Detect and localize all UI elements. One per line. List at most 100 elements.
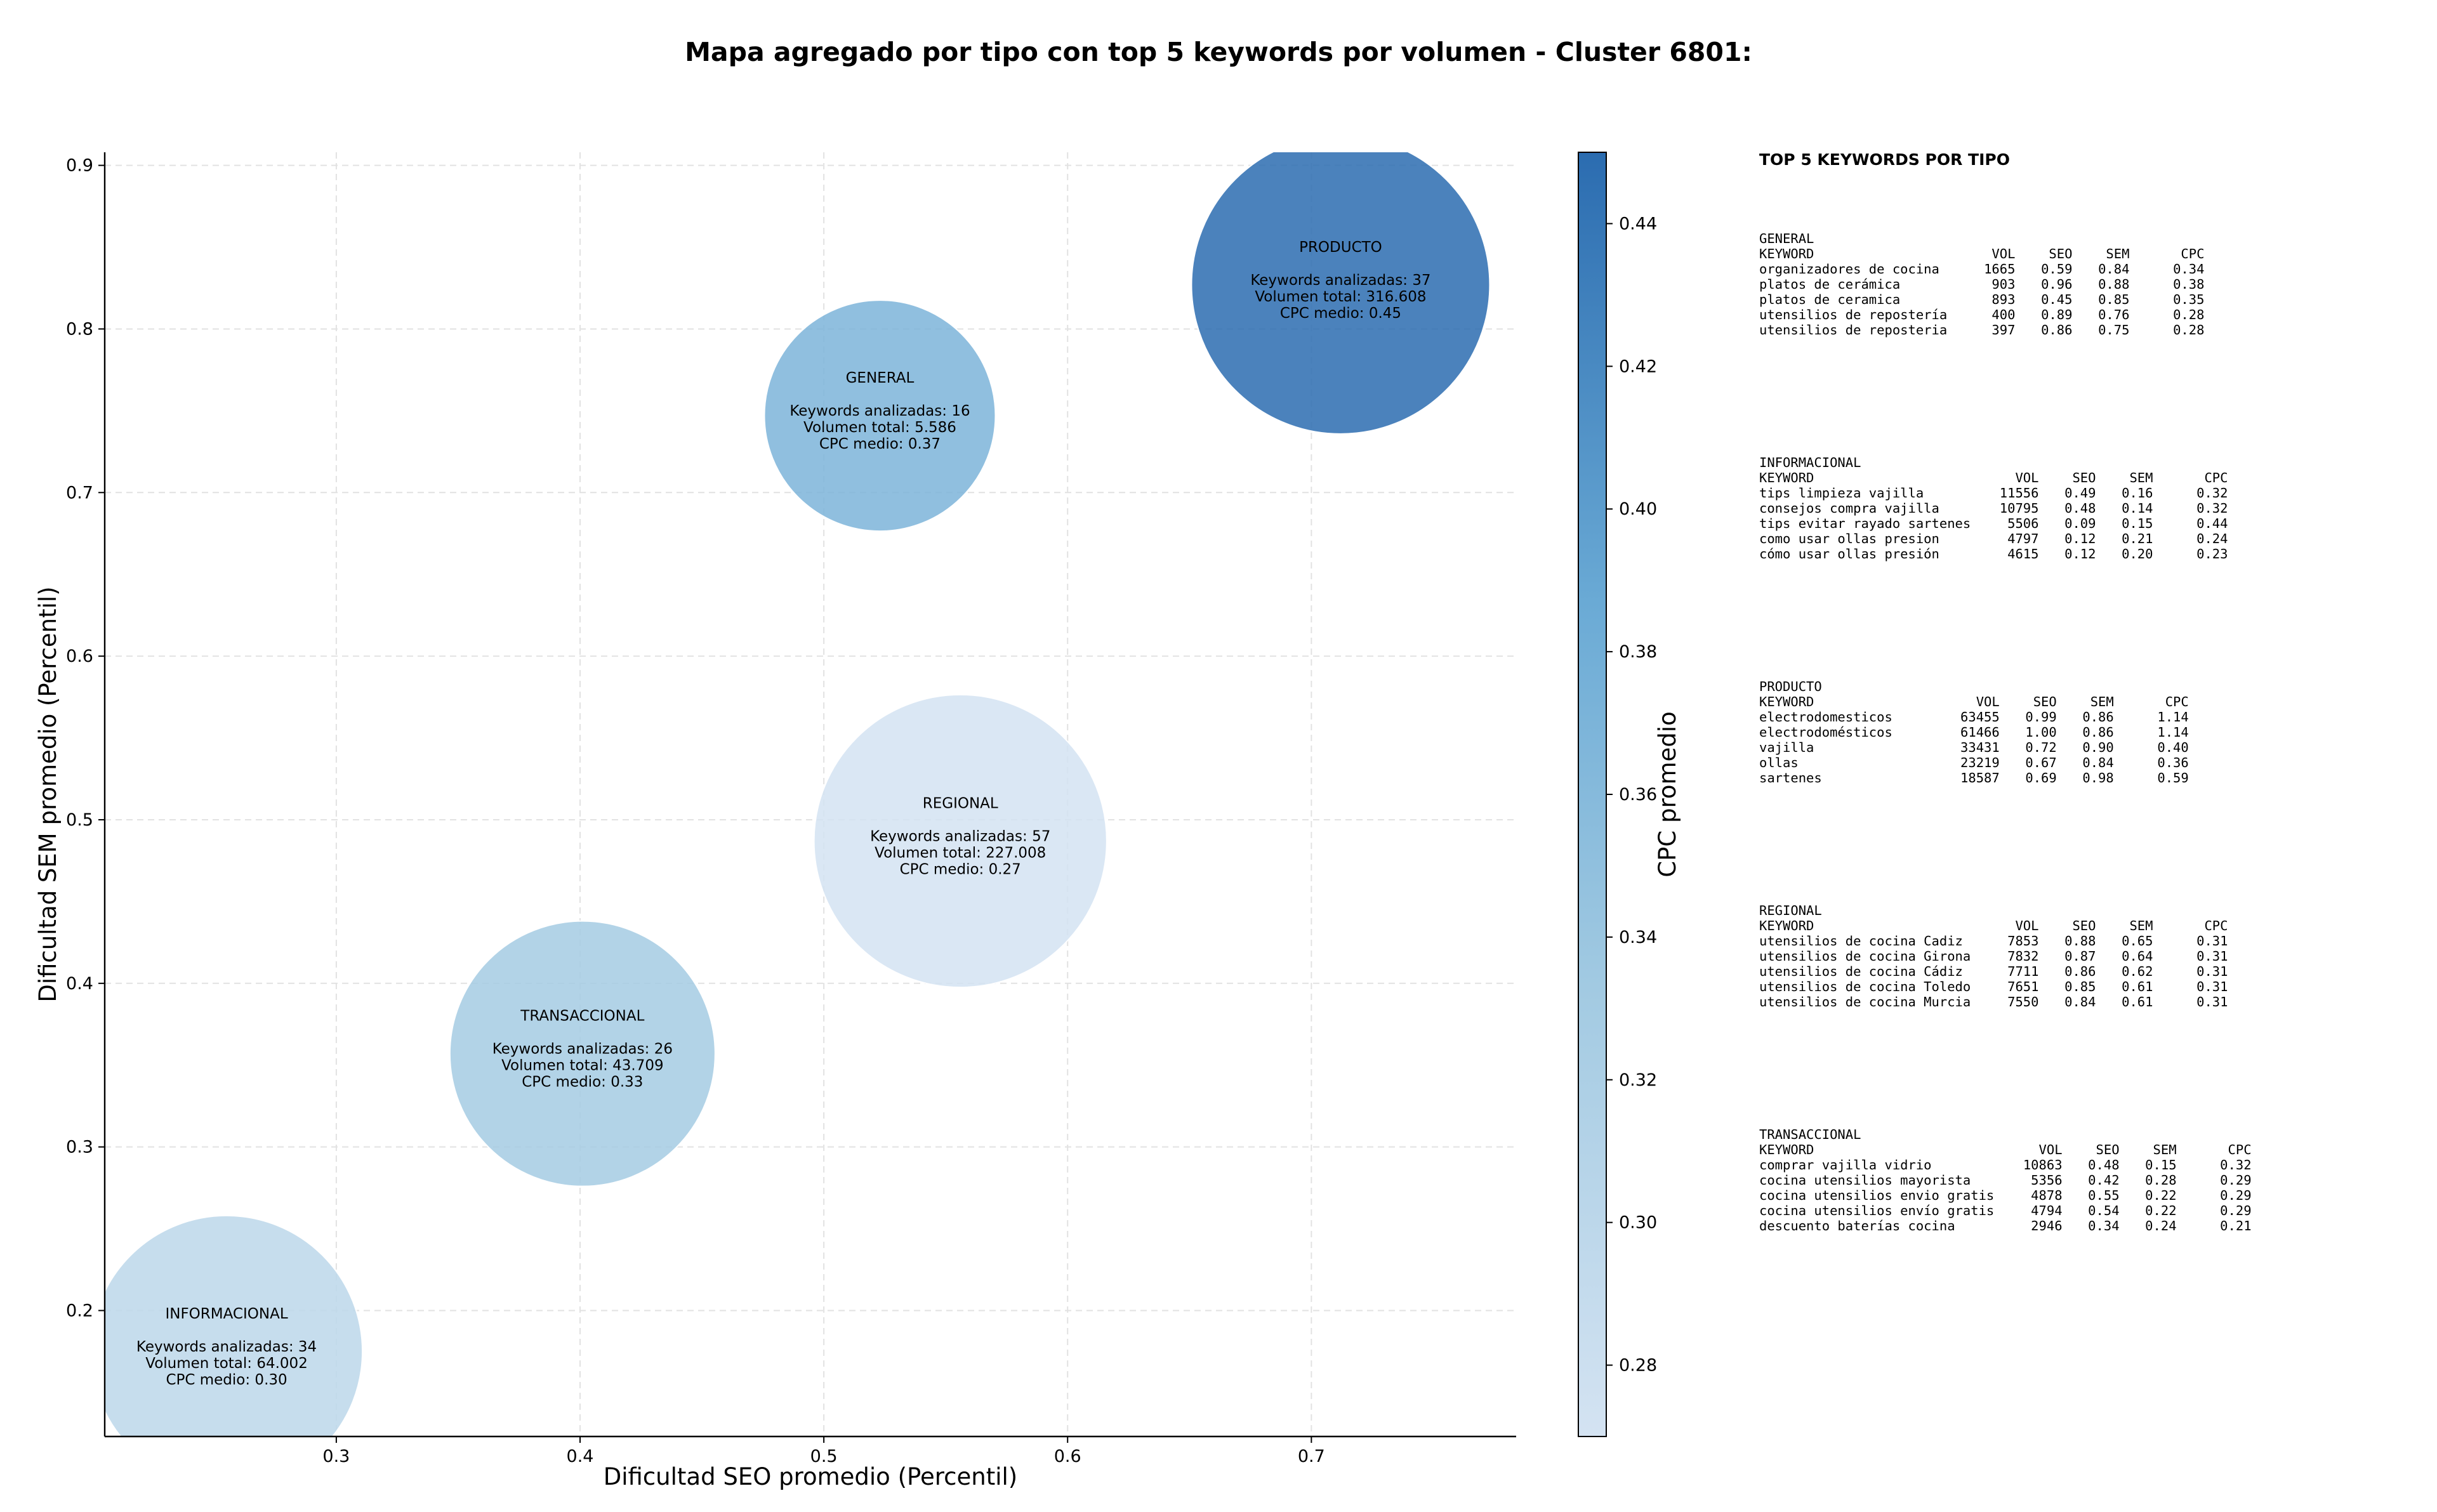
keyword-cell: platos de ceramica — [1759, 292, 1901, 307]
keyword-row: utensilios de cocina Toledo 7651 0.85 0.61 0… — [1759, 979, 2228, 994]
sem-cell: 0.62 — [2122, 964, 2153, 979]
bubble-regional[interactable] — [813, 694, 1107, 989]
seo-cell: 0.99 — [2025, 709, 2057, 725]
cpc-cell: 0.24 — [2196, 531, 2228, 546]
vol-cell: 4797 — [2007, 531, 2039, 546]
seo-cell: 0.67 — [2025, 755, 2057, 770]
bubble-stat: Keywords analizadas: 37 — [1250, 272, 1430, 289]
x-axis-label: Dificultad SEO promedio (Percentil) — [604, 1463, 1017, 1490]
keyword-row: descuento baterías cocina 2946 0.34 0.24 0.2… — [1759, 1218, 2252, 1233]
seo-cell: 0.34 — [2088, 1218, 2120, 1233]
bubble-stat: CPC medio: 0.27 — [900, 861, 1021, 878]
bubble-stat: Volumen total: 43.709 — [501, 1058, 664, 1074]
cpc-cell: 0.44 — [2196, 516, 2228, 531]
vol-cell: 4794 — [2031, 1203, 2063, 1218]
panel-title: TOP 5 KEYWORDS POR TIPO — [1759, 150, 2010, 169]
seo-cell: 0.86 — [2064, 964, 2096, 979]
seo-cell: 0.09 — [2064, 516, 2096, 531]
cpc-cell: 0.29 — [2220, 1203, 2252, 1218]
bubble-stat: Keywords analizadas: 57 — [870, 828, 1050, 845]
bubble-label: TRANSACCIONAL — [520, 1008, 644, 1025]
bubble-stat: CPC medio: 0.45 — [1280, 305, 1401, 322]
keyword-cell: utensilios de cocina Cádiz — [1759, 964, 1963, 979]
vol-cell: 7651 — [2007, 979, 2039, 994]
bubble-label: GENERAL — [846, 370, 915, 386]
sem-cell: 0.85 — [2098, 292, 2130, 307]
cpc-cell: 0.31 — [2196, 994, 2228, 1009]
colorbar-tick-label: 0.34 — [1619, 928, 1657, 947]
cpc-cell: CPC — [2228, 1142, 2252, 1157]
keyword-row: utensilios de reposteria 397 0.86 0.75 0.28 — [1759, 322, 2204, 338]
vol-cell: VOL — [2015, 918, 2039, 933]
cpc-cell: 0.23 — [2196, 546, 2228, 562]
bubble-stat: Volumen total: 64.002 — [145, 1355, 308, 1372]
sem-cell: 0.76 — [2098, 307, 2130, 322]
keyword-cell: cómo usar ollas presión — [1759, 546, 1939, 562]
seo-cell: 0.85 — [2064, 979, 2096, 994]
seo-cell: 0.12 — [2064, 531, 2096, 546]
bubble-stat: Keywords analizadas: 34 — [136, 1339, 317, 1355]
group-header-row: KEYWORD VOL SEO SEM CPC — [1759, 1142, 2252, 1157]
vol-cell: 5506 — [2007, 516, 2039, 531]
seo-cell: 0.84 — [2064, 994, 2096, 1009]
keyword-cell: KEYWORD — [1759, 246, 1814, 261]
sem-cell: 0.90 — [2082, 740, 2114, 755]
cpc-cell: 0.59 — [2157, 770, 2189, 786]
sem-cell: 0.14 — [2122, 501, 2153, 516]
sem-cell: 0.15 — [2122, 516, 2153, 531]
cpc-cell: 1.14 — [2157, 709, 2189, 725]
sem-cell: 0.21 — [2122, 531, 2153, 546]
sem-cell: SEM — [2090, 694, 2114, 709]
bubble-producto[interactable] — [1191, 136, 1491, 435]
sem-cell: 0.15 — [2145, 1157, 2177, 1173]
keyword-cell: electrodomésticos — [1759, 725, 1892, 740]
vol-cell: 2946 — [2031, 1218, 2063, 1233]
sem-cell: 0.22 — [2145, 1203, 2177, 1218]
bubble-general[interactable] — [763, 299, 996, 532]
cpc-cell: 0.32 — [2220, 1157, 2252, 1173]
seo-cell: 0.89 — [2041, 307, 2073, 322]
cpc-cell: 1.14 — [2157, 725, 2189, 740]
keyword-row: cocina utensilios envío gratis 4794 0.54 0.… — [1759, 1203, 2252, 1218]
keyword-cell: organizadores de cocina — [1759, 261, 1939, 277]
sem-cell: 0.22 — [2145, 1188, 2177, 1203]
seo-cell: 0.96 — [2041, 277, 2073, 292]
cpc-cell: 0.40 — [2157, 740, 2189, 755]
keyword-row: cocina utensilios envio gratis 4878 0.55 0.… — [1759, 1188, 2252, 1203]
seo-cell: 0.69 — [2025, 770, 2057, 786]
x-tick-label: 0.3 — [322, 1447, 350, 1466]
cpc-cell: 0.36 — [2157, 755, 2189, 770]
vol-cell: 400 — [1991, 307, 2016, 322]
vol-cell: VOL — [1991, 246, 2016, 261]
cpc-cell: 0.29 — [2220, 1173, 2252, 1188]
keyword-group-informacional: INFORMACIONAL KEYWORD VOL SEO SEM CPC tips lim… — [1759, 455, 2228, 562]
bubble-stat: Keywords analizadas: 26 — [492, 1041, 673, 1058]
y-tick-label: 0.4 — [66, 974, 93, 994]
bubble-transaccional[interactable] — [449, 920, 716, 1187]
keyword-group-producto: PRODUCTO KEYWORD VOL SEO SEM CPC electrodomest… — [1759, 679, 2189, 786]
vol-cell: VOL — [1976, 694, 2000, 709]
keyword-cell: tips evitar rayado sartenes — [1759, 516, 1971, 531]
keyword-cell: cocina utensilios envio gratis — [1759, 1188, 1995, 1203]
chart-title: Mapa agregado por tipo con top 5 keyword… — [685, 37, 1752, 67]
cpc-cell: CPC — [2204, 918, 2228, 933]
keyword-row: electrodomesticos 63455 0.99 0.86 1.14 — [1759, 709, 2189, 725]
keyword-cell: KEYWORD — [1759, 470, 1814, 485]
colorbar-tick-label: 0.42 — [1619, 357, 1657, 376]
sem-cell: 0.86 — [2082, 709, 2114, 725]
keyword-row: utensilios de cocina Girona 7832 0.87 0.64 0… — [1759, 949, 2228, 964]
x-tick-label: 0.7 — [1298, 1447, 1325, 1466]
bubble-stat: Volumen total: 227.008 — [875, 845, 1046, 861]
keyword-cell: utensilios de cocina Murcia — [1759, 994, 1971, 1009]
colorbar-tick-label: 0.44 — [1619, 214, 1657, 233]
cpc-cell: 0.35 — [2173, 292, 2205, 307]
keyword-cell: sartenes — [1759, 770, 1822, 786]
bubble-informacional[interactable] — [91, 1214, 364, 1487]
top-keywords-panel: TOP 5 KEYWORDS POR TIPO GENERAL KEYWORD VO… — [1759, 150, 2432, 1233]
y-tick-label: 0.5 — [66, 810, 93, 830]
keyword-cell: utensilios de reposteria — [1759, 322, 1948, 338]
seo-cell: 0.88 — [2064, 933, 2096, 949]
y-tick-label: 0.3 — [66, 1138, 93, 1157]
keyword-row: utensilios de repostería 400 0.89 0.76 0.28 — [1759, 307, 2204, 322]
